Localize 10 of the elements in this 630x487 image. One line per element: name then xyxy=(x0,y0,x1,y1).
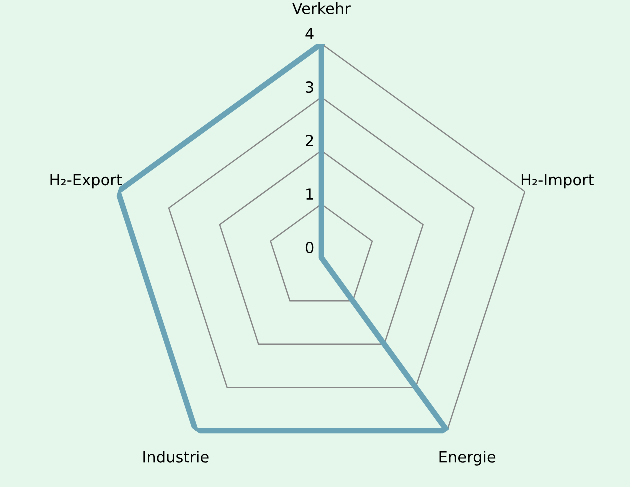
spoke-label: H₂-Export xyxy=(50,174,122,189)
y-tick-label: 3 xyxy=(306,82,314,94)
spoke-label: Industrie xyxy=(144,451,209,463)
y-tick-label: 4 xyxy=(306,28,314,40)
y-tick-label: 0 xyxy=(306,242,314,254)
spoke-label: Verkehr xyxy=(292,2,351,14)
y-tick-label: 1 xyxy=(306,188,314,200)
y-tick-label: 2 xyxy=(306,135,314,146)
spoke-label: H₂-Import xyxy=(522,174,594,189)
spoke-label: Energie xyxy=(440,451,496,466)
